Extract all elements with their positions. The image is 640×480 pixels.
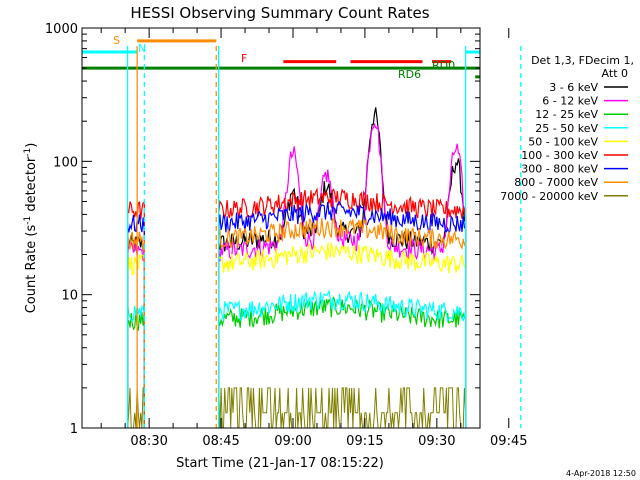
x-axis-label: Start Time (21-Jan-17 08:15:22) bbox=[176, 456, 384, 471]
legend-label-6: 300 - 800 keV bbox=[521, 163, 598, 176]
x-tick-label-0: 08:30 bbox=[130, 434, 167, 449]
y-tick-label-2: 100 bbox=[53, 155, 78, 170]
flag-label-RD6: RD6 bbox=[398, 68, 421, 81]
x-tick-label-2: 09:00 bbox=[274, 434, 311, 449]
series-line-4-segment-1 bbox=[218, 242, 467, 428]
legend-label-4: 50 - 100 keV bbox=[528, 135, 598, 148]
series-line-3-segment-1 bbox=[218, 289, 467, 428]
timestamp: 4-Apr-2018 12:50 bbox=[566, 469, 636, 478]
flag-label-RD0: RD0 bbox=[432, 59, 455, 72]
series-line-8-segment-1 bbox=[218, 387, 467, 429]
series-line-2-segment-1 bbox=[218, 295, 467, 428]
y-axis-label-sup2: -1 bbox=[23, 148, 33, 157]
y-axis-label-sup1: -1 bbox=[23, 216, 33, 225]
y-axis-label-main: Count Rate (s bbox=[24, 225, 39, 314]
x-tick-label-1: 08:45 bbox=[202, 434, 239, 449]
y-axis-label: Count Rate (s-1 detector-1) bbox=[23, 143, 39, 314]
legend-label-2: 12 - 25 keV bbox=[535, 108, 598, 121]
legend-label-5: 100 - 300 keV bbox=[521, 149, 598, 162]
series-line-6-segment-1 bbox=[218, 200, 467, 428]
series-line-3-segment-0 bbox=[126, 302, 145, 428]
legend-label-0: 3 - 6 keV bbox=[549, 81, 598, 94]
series-line-5-segment-0 bbox=[126, 200, 145, 428]
vertical-markers-layer bbox=[126, 46, 522, 428]
series-line-4-segment-0 bbox=[126, 254, 145, 428]
y-tick-label-1: 10 bbox=[61, 289, 78, 304]
x-tick-label-4: 09:30 bbox=[418, 434, 455, 449]
y-tick-label-0: 1 bbox=[70, 422, 78, 437]
series-line-5-segment-1 bbox=[218, 187, 467, 428]
legend-header-1: Att 0 bbox=[602, 67, 628, 80]
plot-frame bbox=[81, 27, 481, 429]
flag-label-F: F bbox=[241, 52, 247, 65]
y-axis-label-mid: detector bbox=[24, 156, 39, 216]
chart-title: HESSI Observing Summary Count Rates bbox=[130, 4, 429, 22]
legend-label-7: 800 - 7000 keV bbox=[514, 176, 598, 189]
x-tick-label-5: 09:45 bbox=[490, 434, 527, 449]
flag-label-N: N bbox=[138, 42, 146, 55]
y-tick-label-3: 1000 bbox=[45, 22, 78, 37]
flag-label-S: S bbox=[113, 34, 120, 47]
y-axis-label-end: ) bbox=[24, 143, 39, 148]
series-layer bbox=[126, 107, 467, 429]
legend-header-0: Det 1,3, FDecim 1, bbox=[531, 54, 634, 67]
axes-layer: 1 10 100 1000 08:30 08:45 09:00 09:15 09:30 09:45 bbox=[45, 22, 528, 449]
legend-label-3: 25 - 50 keV bbox=[535, 122, 598, 135]
series-line-0-segment-1 bbox=[218, 107, 467, 428]
x-tick-label-3: 09:15 bbox=[346, 434, 383, 449]
series-line-7-segment-1 bbox=[218, 217, 467, 428]
series-line-7-segment-0 bbox=[126, 231, 145, 428]
series-line-6-segment-0 bbox=[126, 214, 145, 428]
legend-label-8: 7000 - 20000 keV bbox=[500, 190, 598, 203]
legend-label-1: 6 - 12 keV bbox=[542, 95, 598, 108]
